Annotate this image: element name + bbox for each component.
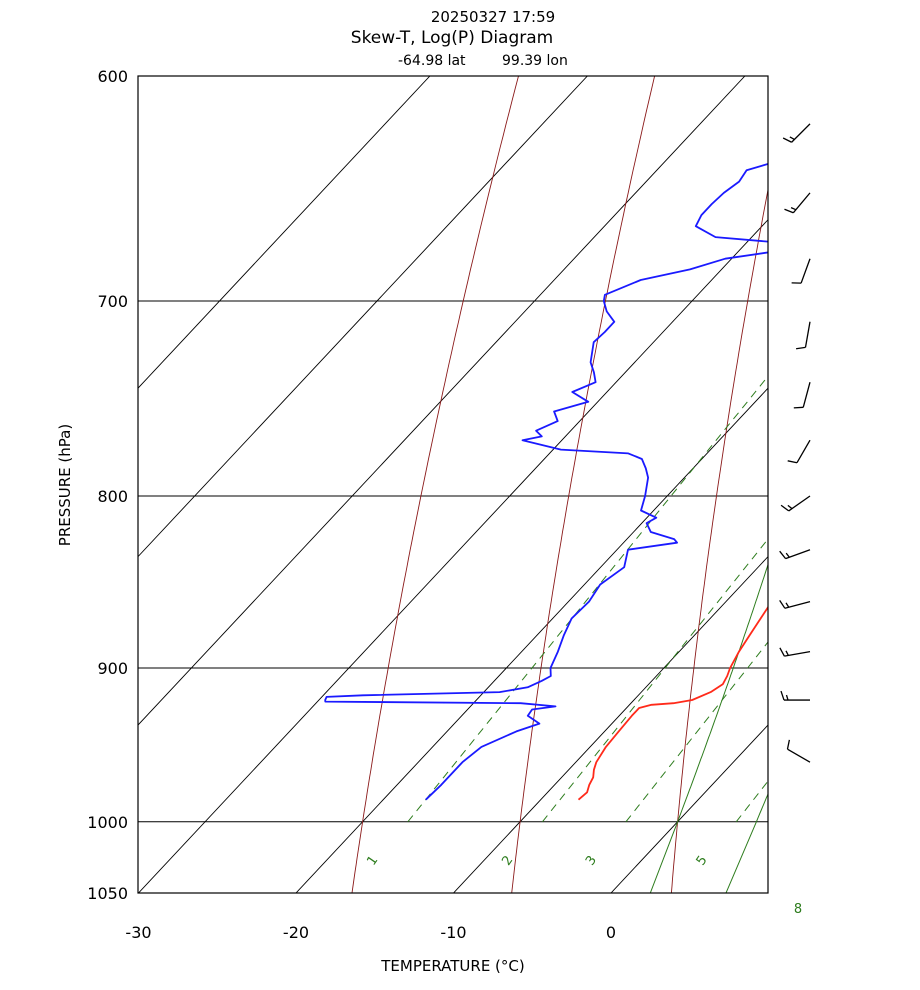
wind-barb-staff	[791, 123, 811, 143]
wind-barb	[779, 600, 811, 609]
isotherm-line	[138, 76, 431, 389]
latitude-label: -64.98 lat	[398, 53, 466, 69]
moist-adiabat-line	[802, 71, 920, 893]
dry-adiabat-line	[670, 187, 768, 893]
wind-barb-staff	[796, 439, 811, 464]
x-axis-title: TEMPERATURE (°C)	[380, 957, 525, 975]
wind-barb-flag	[780, 690, 785, 701]
wind-barb	[796, 321, 811, 350]
y-tick-label: 800	[97, 487, 128, 506]
wind-barb-half-flag	[789, 136, 795, 140]
mixing-ratio-line	[407, 375, 768, 823]
wind-barb-flag	[787, 460, 798, 464]
wind-barb	[786, 739, 811, 763]
y-tick-label: 700	[97, 292, 128, 311]
wind-barb	[784, 192, 811, 214]
dewpoint-profile-line	[324, 162, 768, 801]
y-tick-label: 1000	[87, 813, 128, 832]
wind-barb-staff	[785, 549, 811, 560]
moist-adiabat-line	[649, 563, 768, 893]
wind-barb-flag	[779, 550, 787, 560]
mixing-ratio-label: 2	[499, 853, 516, 868]
moist-adiabat-line	[725, 792, 768, 893]
wind-barb-flag	[779, 647, 785, 657]
mixing-ratio-label: 1	[364, 853, 381, 868]
wind-barb-half-flag	[787, 504, 793, 510]
axes: 8 600 700 800 900 1000 1050 -30 -20 -10 0	[87, 67, 802, 942]
isotherm-line	[138, 76, 588, 558]
wind-barb	[787, 439, 811, 464]
plot-frame	[137, 75, 769, 894]
isotherm-line	[138, 76, 746, 726]
sounding-profiles	[324, 162, 768, 801]
wind-barb-flag	[779, 600, 786, 609]
x-tick-label: -20	[283, 923, 309, 942]
wind-barb	[793, 382, 811, 409]
wind-barb-half-flag	[785, 602, 790, 608]
wind-barb-staff	[784, 650, 811, 657]
temperature-profile-line	[577, 605, 768, 801]
wind-barb-half-flag	[785, 552, 790, 558]
mixing-ratio-line	[735, 780, 768, 823]
wind-barb	[782, 123, 811, 143]
longitude-label: 99.39 lon	[502, 53, 568, 69]
wind-barb-flag	[784, 208, 794, 214]
wind-barb-staff	[792, 192, 811, 214]
isotherm-line	[295, 387, 768, 893]
wind-barb	[779, 647, 811, 657]
y-axis-title: PRESSURE (hPa)	[56, 424, 74, 546]
mixing-ratio-label: 3	[583, 853, 600, 868]
mixing-ratio-line	[625, 641, 768, 823]
wind-barbs	[779, 123, 811, 763]
y-tick-label: 1050	[87, 884, 128, 903]
isotherm-line	[769, 76, 920, 893]
wind-barb-flag	[793, 406, 804, 409]
dry-adiabat-line	[511, 76, 656, 893]
wind-barb	[780, 495, 811, 512]
wind-barb	[779, 549, 811, 560]
datetime-label: 20250327 17:59	[431, 8, 555, 26]
y-tick-label: 600	[97, 67, 128, 86]
wind-barb-half-flag	[785, 694, 789, 701]
isotherm-line	[610, 724, 768, 893]
y-tick-label: 900	[97, 659, 128, 678]
wind-barb-staff	[784, 600, 811, 609]
background-lines: 1 2 3 5	[138, 71, 920, 893]
dry-adiabat-line	[351, 76, 519, 893]
isotherm-line	[138, 219, 768, 893]
wind-barb-staff	[787, 748, 811, 763]
x-tick-label: 0	[606, 923, 616, 942]
wind-barb	[780, 690, 810, 701]
dry-adiabat-line	[831, 76, 920, 893]
wind-barb	[791, 258, 811, 284]
wind-barb-flag	[786, 739, 791, 750]
wind-barb-staff	[788, 495, 811, 512]
wind-barb-flag	[780, 504, 790, 512]
wind-barb-flag	[782, 137, 792, 143]
wind-barb-half-flag	[790, 207, 797, 211]
isotherm-line	[453, 555, 768, 893]
wind-barb-staff	[802, 382, 811, 408]
x-tick-label: -30	[125, 923, 151, 942]
wind-barb-flag	[796, 346, 806, 350]
wind-barb-half-flag	[785, 650, 789, 656]
wind-barb-staff	[804, 321, 811, 348]
mixing-ratio-label: 5	[694, 853, 711, 868]
mixing-ratio-line	[542, 538, 768, 823]
mixing-ratio-line	[843, 76, 920, 822]
mixing-ratio-label: 8	[794, 902, 802, 917]
x-tick-label: -10	[440, 923, 466, 942]
wind-barb-staff	[800, 258, 811, 284]
chart-title: Skew-T, Log(P) Diagram	[351, 28, 553, 48]
